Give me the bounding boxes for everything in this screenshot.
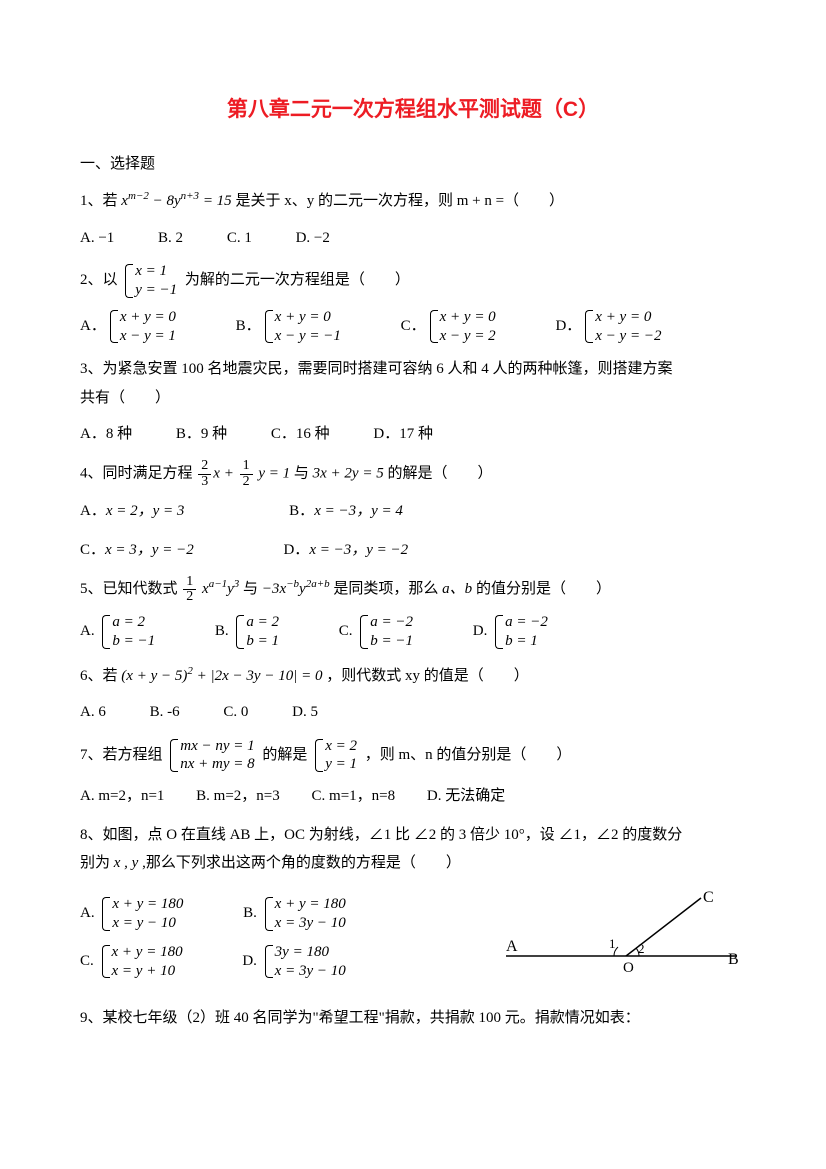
q8-options-row2: C. x + y = 180x = y + 10 D. 3y = 180x = … bbox=[80, 943, 496, 981]
q3-options: A．8 种 B．9 种 C．16 种 D．17 种 bbox=[80, 420, 746, 449]
q5-opt-d: D. a = −2b = 1 bbox=[473, 623, 576, 639]
q4-frac2: 12 bbox=[240, 459, 253, 489]
q4-opt-a: A．x = 2，y = 3 bbox=[80, 503, 212, 519]
q2-opt-a: A．x + y = 0x − y = 1 bbox=[80, 318, 204, 334]
q5-opt-c: C. a = −2b = −1 bbox=[339, 623, 441, 639]
q1-opt-a: A. −1 bbox=[80, 230, 114, 246]
q1-opt-c: C. 1 bbox=[227, 230, 252, 246]
q8-line2: 别为 x , y ,那么下列求出这两个角的度数的方程是（ ） bbox=[80, 849, 746, 878]
q6-opt-d: D. 5 bbox=[292, 704, 318, 720]
q7-opt-a: A. m=2，n=1 bbox=[80, 788, 164, 804]
q5-opt-b: B. a = 2b = 1 bbox=[215, 623, 307, 639]
q4-options-row1: A．x = 2，y = 3 B．x = −3，y = 4 bbox=[80, 497, 746, 526]
q8-options-row1: A. x + y = 180x = y − 10 B. x + y = 180x… bbox=[80, 895, 496, 933]
q4-frac1: 23 bbox=[198, 459, 211, 489]
q7-system-2: x = 2 y = 1 bbox=[315, 737, 357, 775]
q2-stem-b: 为解的二元一次方程组是（ ） bbox=[185, 273, 410, 289]
q2-opt-b: B．x + y = 0x − y = −1 bbox=[236, 318, 369, 334]
q7-mid: 的解是 bbox=[262, 747, 311, 763]
question-4: 4、同时满足方程 23x + 12 y = 1 与 3x + 2y = 5 的解… bbox=[80, 459, 746, 489]
q6-opt-a: A. 6 bbox=[80, 704, 106, 720]
label-c: C bbox=[703, 889, 714, 906]
q2-given-system: x = 1 y = −1 bbox=[125, 262, 177, 300]
q8-opt-d: D. 3y = 180x = 3y − 10 bbox=[242, 953, 373, 969]
q4-opt-d: D．x = −3，y = −2 bbox=[283, 542, 436, 558]
q8-opt-a: A. x + y = 180x = y − 10 bbox=[80, 905, 211, 921]
q4-opt-b: B．x = −3，y = 4 bbox=[289, 503, 431, 519]
q8-line1: 8、如图，点 O 在直线 AB 上，OC 为射线，∠1 比 ∠2 的 3 倍少 … bbox=[80, 821, 746, 850]
q1-opt-d: D. −2 bbox=[296, 230, 330, 246]
q4-mid2: y = 1 与 3x + 2y = 5 的解是（ ） bbox=[255, 466, 493, 482]
label-angle-1: 1 bbox=[609, 936, 616, 951]
q7-stem-a: 7、若方程组 bbox=[80, 747, 166, 763]
q1-expr: xm−2 − 8yn+3 = 15 bbox=[121, 193, 231, 209]
q2-opt-c: C．x + y = 0x − y = 2 bbox=[401, 318, 524, 334]
section-heading: 一、选择题 bbox=[80, 150, 746, 179]
q5-stem-a: 5、已知代数式 bbox=[80, 581, 181, 597]
q3-opt-b: B．9 种 bbox=[176, 426, 227, 442]
question-1: 1、若 xm−2 − 8yn+3 = 15 是关于 x、y 的二元一次方程，则 … bbox=[80, 186, 746, 216]
q6-opt-c: C. 0 bbox=[223, 704, 248, 720]
q4-mid1: x + bbox=[213, 466, 237, 482]
q1-opt-b: B. 2 bbox=[158, 230, 183, 246]
question-6: 6、若 (x + y − 5)2 + |2x − 3y − 10| = 0 ，则… bbox=[80, 661, 746, 691]
q5-frac: 12 bbox=[183, 575, 196, 605]
q7-opt-c: C. m=1，n=8 bbox=[312, 788, 396, 804]
page-title: 第八章二元一次方程组水平测试题（C） bbox=[80, 90, 746, 130]
question-9: 9、某校七年级（2）班 40 名同学为"希望工程"捐款，共捐款 100 元。捐款… bbox=[80, 1004, 746, 1033]
q3-line2: 共有（ ） bbox=[80, 384, 746, 413]
q7-opt-d: D. 无法确定 bbox=[427, 788, 505, 804]
label-a: A bbox=[506, 938, 518, 955]
q2-options: A．x + y = 0x − y = 1 B．x + y = 0x − y = … bbox=[80, 308, 746, 346]
q2-stem-a: 2、以 bbox=[80, 273, 121, 289]
q1-stem-a: 1、若 bbox=[80, 193, 121, 209]
q3-line1: 3、为紧急安置 100 名地震灾民，需要同时搭建可容纳 6 人和 4 人的两种帐… bbox=[80, 355, 746, 384]
q5-expr: xa−1y3 bbox=[198, 581, 239, 597]
q8-body: A. x + y = 180x = y − 10 B. x + y = 180x… bbox=[80, 886, 746, 997]
question-3: 3、为紧急安置 100 名地震灾民，需要同时搭建可容纳 6 人和 4 人的两种帐… bbox=[80, 355, 746, 412]
q2-opt-d: D．x + y = 0x − y = −2 bbox=[555, 318, 689, 334]
label-o: O bbox=[623, 960, 634, 976]
q4-options-row2: C．x = 3，y = −2 D．x = −3，y = −2 bbox=[80, 536, 746, 565]
q7-opt-b: B. m=2，n=3 bbox=[196, 788, 280, 804]
q7-system-1: mx − ny = 1 nx + my = 8 bbox=[170, 737, 254, 775]
question-7: 7、若方程组 mx − ny = 1 nx + my = 8 的解是 x = 2… bbox=[80, 737, 746, 775]
q5-opt-a: A. a = 2b = −1 bbox=[80, 623, 183, 639]
q1-options: A. −1 B. 2 C. 1 D. −2 bbox=[80, 224, 746, 253]
q3-opt-c: C．16 种 bbox=[271, 426, 330, 442]
q6-options: A. 6 B. -6 C. 0 D. 5 bbox=[80, 698, 746, 727]
q4-stem-a: 4、同时满足方程 bbox=[80, 466, 196, 482]
q3-opt-d: D．17 种 bbox=[373, 426, 433, 442]
q4-opt-c: C．x = 3，y = −2 bbox=[80, 542, 222, 558]
question-2: 2、以 x = 1 y = −1 为解的二元一次方程组是（ ） bbox=[80, 262, 746, 300]
q8-opt-b: B. x + y = 180x = 3y − 10 bbox=[243, 905, 374, 921]
question-8: 8、如图，点 O 在直线 AB 上，OC 为射线，∠1 比 ∠2 的 3 倍少 … bbox=[80, 821, 746, 878]
question-5: 5、已知代数式 12 xa−1y3 与 −3x−by2a+b 是同类项，那么 a… bbox=[80, 574, 746, 605]
q7-stem-b: ，则 m、n 的值分别是（ ） bbox=[365, 747, 572, 763]
q7-options: A. m=2，n=1 B. m=2，n=3 C. m=1，n=8 D. 无法确定 bbox=[80, 782, 746, 811]
q8-opt-c: C. x + y = 180x = y + 10 bbox=[80, 953, 211, 969]
q5-options: A. a = 2b = −1 B. a = 2b = 1 C. a = −2b … bbox=[80, 613, 746, 651]
q6-opt-b: B. -6 bbox=[150, 704, 180, 720]
label-angle-2: 2 bbox=[638, 941, 645, 956]
q3-opt-a: A．8 种 bbox=[80, 426, 132, 442]
q1-stem-b: 是关于 x、y 的二元一次方程，则 m + n =（ ） bbox=[232, 193, 564, 209]
q8-diagram: A B C O 1 2 bbox=[496, 886, 746, 997]
label-b: B bbox=[728, 951, 739, 968]
